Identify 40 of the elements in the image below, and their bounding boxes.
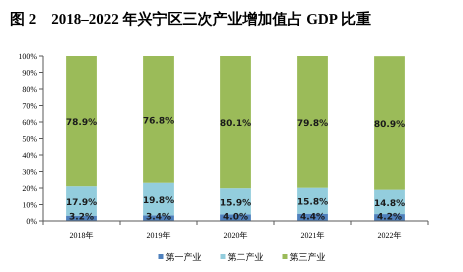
- data-label: 3.2%: [69, 212, 94, 222]
- y-tick-label: 90%: [22, 68, 38, 78]
- y-tick-label: 0%: [26, 217, 38, 226]
- y-tick-label: 30%: [22, 168, 38, 176]
- data-label: 14.8%: [374, 198, 406, 209]
- x-tick-label: 2021年: [300, 231, 324, 240]
- legend-label: 第二产业: [228, 252, 264, 262]
- y-tick-label: 60%: [22, 118, 38, 127]
- data-label: 19.8%: [142, 196, 174, 206]
- bar: [66, 56, 97, 186]
- chart-title: 图 2 2018–2022 年兴宁区三次产业增加值占 GDP 比重: [10, 10, 371, 28]
- data-label: 15.8%: [296, 198, 328, 208]
- y-tick-label: 50%: [22, 134, 38, 144]
- x-tick-label: 2018年: [70, 231, 94, 240]
- data-label: 4.4%: [300, 212, 325, 222]
- bar: [374, 56, 405, 190]
- x-tick-label: 2020年: [224, 231, 248, 240]
- data-label: 17.9%: [66, 198, 98, 208]
- legend-label: 第一产业: [166, 252, 202, 262]
- data-label: 3.4%: [146, 212, 171, 222]
- x-tick-label: 2022年: [378, 231, 402, 240]
- data-label: 4.0%: [223, 212, 248, 222]
- data-label: 79.8%: [296, 118, 328, 129]
- data-label: 78.9%: [66, 118, 98, 128]
- bar: [143, 56, 174, 183]
- x-tick-label: 2019年: [146, 231, 170, 240]
- legend-label: 第三产业: [290, 252, 326, 262]
- y-tick-label: 10%: [22, 200, 38, 210]
- bar: [220, 56, 251, 188]
- data-label: 76.8%: [142, 116, 174, 126]
- data-label: 4.2%: [377, 212, 402, 222]
- y-tick-label: 100%: [18, 52, 38, 61]
- y-tick-label: 40%: [22, 151, 38, 160]
- data-label: 80.9%: [374, 120, 406, 130]
- data-label: 80.1%: [220, 119, 252, 130]
- data-label: 15.9%: [220, 198, 252, 208]
- bar: [297, 56, 328, 188]
- y-tick-label: 20%: [22, 184, 38, 193]
- y-tick-label: 70%: [22, 102, 38, 110]
- y-tick-label: 80%: [22, 85, 38, 94]
